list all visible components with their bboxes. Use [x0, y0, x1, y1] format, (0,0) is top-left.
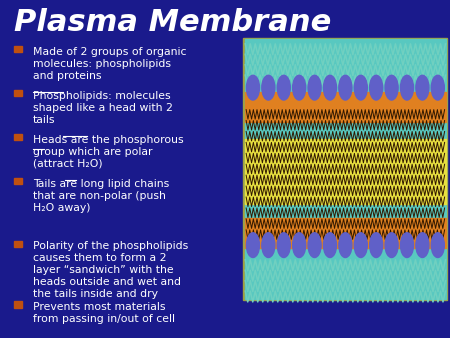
Ellipse shape — [369, 233, 382, 258]
Ellipse shape — [324, 233, 337, 258]
Ellipse shape — [339, 75, 352, 100]
Ellipse shape — [308, 233, 321, 258]
Bar — [14, 134, 22, 140]
Text: Plasma Membrane: Plasma Membrane — [14, 8, 331, 38]
Ellipse shape — [385, 233, 398, 258]
Bar — [245, 92, 446, 122]
Ellipse shape — [262, 233, 275, 258]
Ellipse shape — [308, 75, 321, 100]
Ellipse shape — [339, 233, 352, 258]
Text: Tails are long lipid chains
that are non-polar (push
H₂O away): Tails are long lipid chains that are non… — [33, 179, 169, 213]
Ellipse shape — [354, 75, 367, 100]
Ellipse shape — [431, 75, 444, 100]
Ellipse shape — [247, 75, 260, 100]
Bar — [245, 218, 446, 248]
Ellipse shape — [369, 75, 382, 100]
Bar — [245, 139, 446, 204]
Ellipse shape — [416, 233, 429, 258]
Ellipse shape — [277, 75, 290, 100]
Ellipse shape — [400, 75, 414, 100]
Ellipse shape — [247, 233, 260, 258]
Ellipse shape — [292, 75, 306, 100]
Bar — [14, 90, 22, 96]
Ellipse shape — [385, 75, 398, 100]
Bar — [14, 301, 22, 308]
Text: Phospholipids: molecules
shaped like a head with 2
tails: Phospholipids: molecules shaped like a h… — [33, 91, 173, 125]
Ellipse shape — [324, 75, 337, 100]
Text: Prevents most materials
from passing in/out of cell: Prevents most materials from passing in/… — [33, 302, 175, 324]
Bar — [14, 241, 22, 247]
Bar — [245, 39, 446, 299]
Ellipse shape — [431, 233, 444, 258]
Ellipse shape — [354, 233, 367, 258]
Ellipse shape — [416, 75, 429, 100]
Text: Made of 2 groups of organic
molecules: phospholipids
and proteins: Made of 2 groups of organic molecules: p… — [33, 47, 186, 81]
Ellipse shape — [277, 233, 290, 258]
Ellipse shape — [262, 75, 275, 100]
Ellipse shape — [292, 233, 306, 258]
Bar — [14, 178, 22, 184]
Text: Heads are the phosphorous
group which are polar
(attract H₂O): Heads are the phosphorous group which ar… — [33, 135, 184, 169]
Text: Polarity of the phospholipids
causes them to form a 2
layer “sandwich” with the
: Polarity of the phospholipids causes the… — [33, 241, 188, 299]
Bar — [14, 46, 22, 52]
Ellipse shape — [400, 233, 414, 258]
Bar — [243, 38, 447, 300]
